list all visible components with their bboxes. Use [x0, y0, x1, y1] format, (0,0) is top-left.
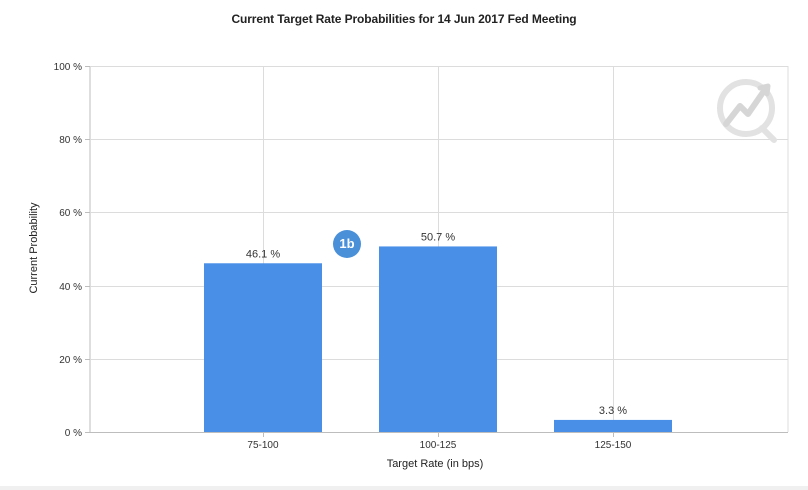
- y-tick-label: 40 %: [59, 282, 82, 293]
- data-labels: 46.1 % 50.7 % 3.3 %: [246, 231, 627, 416]
- bar: [379, 246, 497, 432]
- bar-data-label: 46.1 %: [246, 248, 280, 260]
- y-tick-label: 80 %: [59, 135, 82, 146]
- y-axis-ticks: 0 % 20 % 40 % 60 % 80 % 100 %: [54, 62, 90, 439]
- y-tick-label: 60 %: [59, 208, 82, 219]
- y-axis-label: Current Probability: [28, 202, 40, 294]
- bottom-divider: [0, 486, 808, 490]
- bar: [204, 263, 322, 432]
- y-tick-label: 20 %: [59, 355, 82, 366]
- annotation-badge: 1b: [333, 230, 361, 258]
- chart-title: Current Target Rate Probabilities for 14…: [231, 12, 577, 26]
- bars: [204, 246, 672, 432]
- cme-fedwatch-logo-icon: [717, 79, 777, 143]
- x-axis-label: Target Rate (in bps): [386, 458, 484, 470]
- x-axis-ticks: 75-100 100-125 125-150: [247, 432, 632, 451]
- bar-data-label: 3.3 %: [599, 405, 627, 417]
- x-tick-label: 100-125: [420, 440, 457, 451]
- x-tick-label: 75-100: [247, 440, 279, 451]
- bar: [554, 419, 672, 432]
- x-tick-label: 125-150: [595, 440, 632, 451]
- bar-data-label: 50.7 %: [421, 231, 455, 243]
- y-tick-label: 0 %: [65, 428, 82, 439]
- y-tick-label: 100 %: [54, 62, 82, 73]
